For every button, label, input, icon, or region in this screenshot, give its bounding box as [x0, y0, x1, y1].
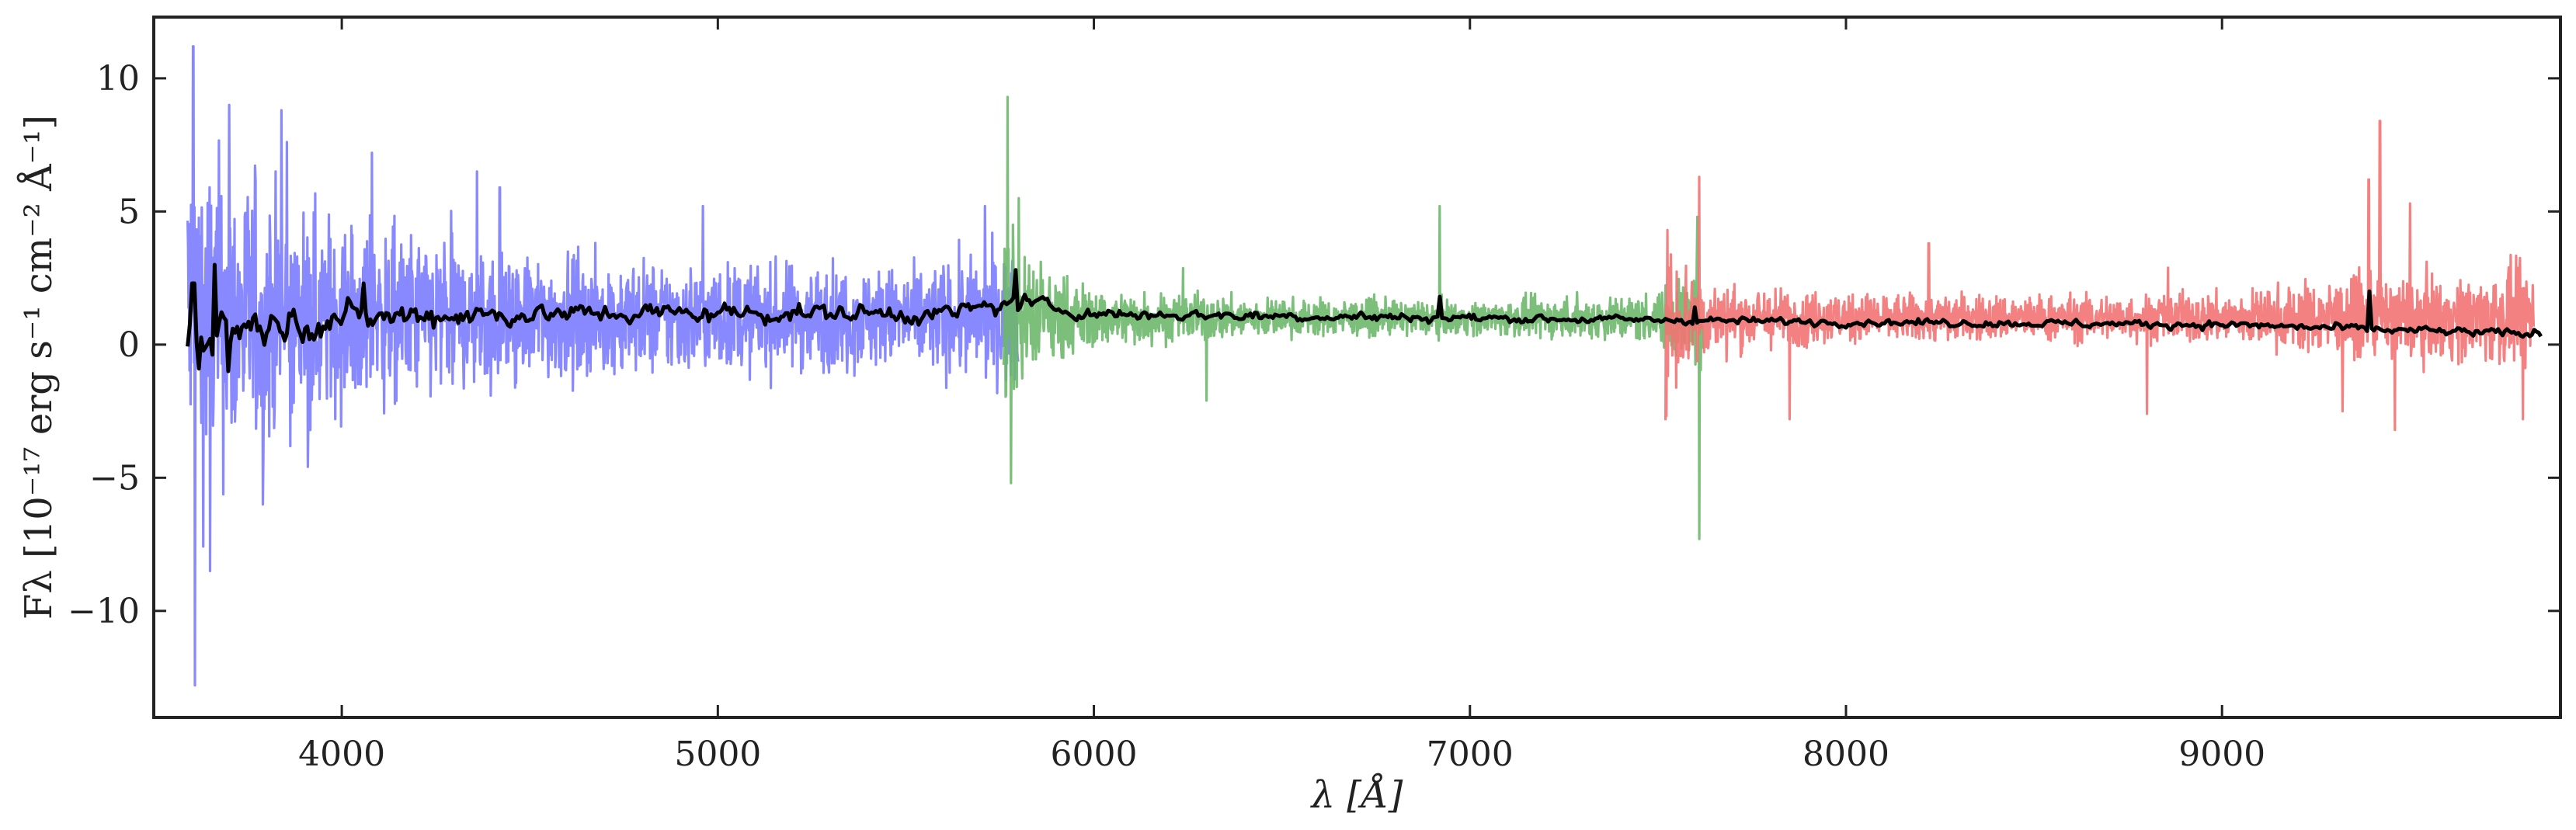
series-layer	[186, 45, 2543, 687]
y-tick-label: 10	[96, 59, 140, 99]
x-tick-label: 8000	[1803, 734, 1889, 774]
series-line-1	[186, 45, 1020, 687]
series-line-3	[1664, 120, 2536, 432]
x-tick-label: 5000	[674, 734, 761, 774]
ticks-layer: 4000 5000 6000 7000 8000 9000 −10 −5 0 5 10	[68, 17, 2560, 774]
y-tick-label: 5	[118, 192, 140, 231]
y-tick-label: −10	[68, 592, 140, 631]
x-tick-label: 4000	[298, 734, 385, 774]
y-tick-label: 0	[118, 325, 140, 365]
x-tick-label: 9000	[2178, 734, 2265, 774]
series-smoothed-line	[186, 262, 2543, 373]
y-axis-label: Fλ [10⁻¹⁷ erg s⁻¹ cm⁻² Å⁻¹]	[16, 115, 61, 620]
y-tick-label: −5	[89, 458, 140, 498]
x-tick-label: 7000	[1427, 734, 1514, 774]
x-axis-label: λ [Å]	[1310, 773, 1403, 817]
x-tick-label: 6000	[1051, 734, 1138, 774]
plot-frame	[152, 16, 2562, 719]
